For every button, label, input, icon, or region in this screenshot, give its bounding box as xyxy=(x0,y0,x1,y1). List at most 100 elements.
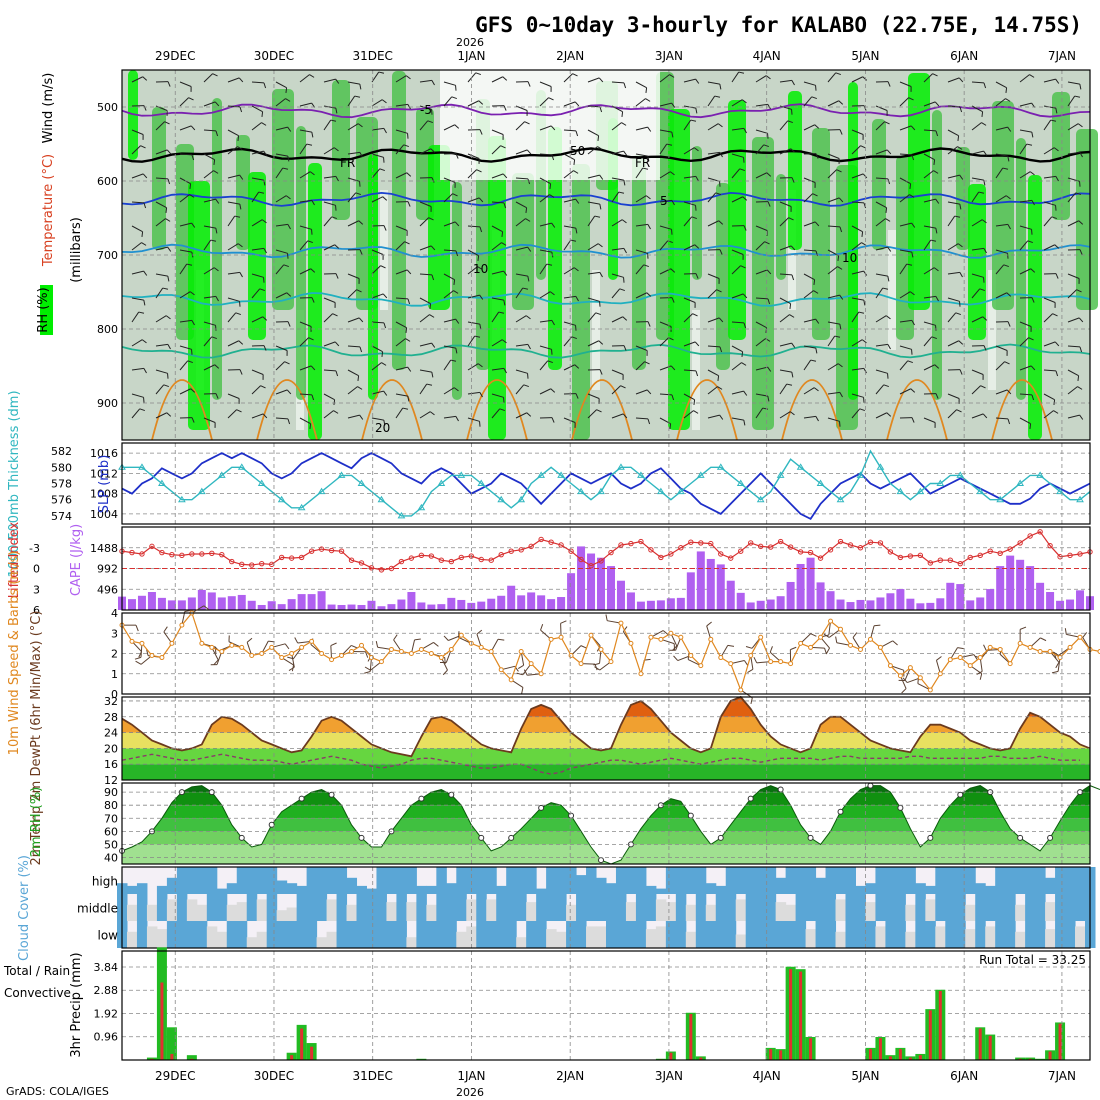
wind-barb xyxy=(635,264,645,275)
wind-barb-flag xyxy=(356,289,362,293)
wind-barb-flag xyxy=(560,620,567,624)
wind-barb xyxy=(419,217,429,227)
cloud-bar xyxy=(596,894,607,921)
wind-barb-flag xyxy=(452,193,458,197)
wind-barb xyxy=(947,340,960,347)
contour-label: 10 xyxy=(842,251,857,265)
wind-barb xyxy=(275,167,284,179)
thickness-marker xyxy=(716,463,725,470)
lifted-index-marker xyxy=(1037,529,1043,535)
slp-axis-label: SLP (mb) xyxy=(97,455,112,514)
contour-label: 5 xyxy=(660,194,668,208)
wind-barb-flag xyxy=(263,345,267,351)
wind-barb-flag xyxy=(767,366,772,372)
wind-speed-marker xyxy=(778,659,784,665)
cloud-bar xyxy=(985,926,996,948)
wind-barb-flag xyxy=(261,111,264,118)
wind-barb-flag xyxy=(140,145,146,149)
wind-barb xyxy=(443,124,456,131)
cloud-bar xyxy=(895,894,906,921)
cloud-bar xyxy=(586,894,597,921)
lifted-index-marker xyxy=(897,554,904,561)
cloud-bar xyxy=(326,931,338,948)
wind-barb xyxy=(779,217,789,227)
rh-moist-column xyxy=(992,101,1014,310)
wind-barb xyxy=(323,201,336,206)
cape-bar xyxy=(606,566,615,610)
wind-barb xyxy=(347,123,359,131)
wind-barb-flag xyxy=(982,316,988,321)
wind-barb xyxy=(347,345,361,348)
cape-bar xyxy=(906,598,915,610)
lifted-index-marker xyxy=(478,556,484,563)
wind-barb xyxy=(203,417,216,423)
cloud-bar xyxy=(226,883,238,894)
wind-barb-flag xyxy=(670,268,676,273)
wind-barb-flag xyxy=(525,218,531,222)
wind-barb-flag xyxy=(1029,423,1032,430)
wind-barb xyxy=(923,295,936,299)
wind-barb xyxy=(803,273,815,281)
wind-barb-flag xyxy=(310,365,316,371)
wind-barb xyxy=(1067,369,1079,377)
wind-barb xyxy=(755,75,767,83)
wind-barb xyxy=(971,369,984,375)
wind-speed-marker xyxy=(648,634,654,640)
wind-barb-flag xyxy=(525,315,531,320)
cloud-bar xyxy=(196,867,208,894)
wind-barb xyxy=(755,129,768,134)
wind-barb-flag xyxy=(839,294,844,300)
cape-tick: 992 xyxy=(97,563,118,576)
wind-barb-flag xyxy=(383,419,386,426)
cloud-bar xyxy=(715,894,727,921)
cloud-bar xyxy=(1005,867,1016,894)
lifted-index-marker xyxy=(718,551,724,557)
wind-barb-flag xyxy=(547,360,553,364)
wind-barb-flag xyxy=(933,159,936,166)
wind-barb-flag xyxy=(716,289,722,293)
cloud-bar xyxy=(975,894,986,921)
cloud-bar xyxy=(695,921,707,948)
temp-tick: 20 xyxy=(104,742,118,755)
wind-barb xyxy=(851,145,861,155)
thickness-marker xyxy=(517,495,526,503)
wind-speed-marker xyxy=(289,651,295,656)
cloud-bar xyxy=(795,921,807,948)
wind-barb xyxy=(251,385,261,395)
wind-barb xyxy=(227,77,240,83)
wind-barb xyxy=(731,127,744,131)
contour-label: 10 xyxy=(473,262,488,276)
wind-barb-flag xyxy=(887,178,891,185)
wind-barb-flag xyxy=(167,81,171,87)
cloud-bar xyxy=(196,904,208,921)
cloud-bar xyxy=(496,894,507,921)
cloud-bar xyxy=(935,894,946,921)
wind-barb xyxy=(467,335,476,347)
wind-barb xyxy=(467,72,477,83)
wind-barb xyxy=(611,122,622,131)
wind-barb-flag xyxy=(695,78,700,84)
cape-bar xyxy=(786,581,795,610)
wind-barb-flag xyxy=(333,147,339,152)
cloud-bar xyxy=(1055,894,1066,921)
wind-barb xyxy=(875,412,888,419)
cloud-bar xyxy=(396,894,407,921)
wind-barb xyxy=(899,81,912,87)
wind-barb xyxy=(851,270,864,275)
cloud-bar xyxy=(955,867,966,894)
wind-barb-flag xyxy=(311,394,315,401)
cloud-bar xyxy=(695,867,707,894)
cape-bar xyxy=(557,597,566,610)
rh-band xyxy=(122,818,1090,832)
wind-barb-flag xyxy=(477,363,483,368)
wind-barb-flag xyxy=(911,251,914,258)
wind-barb-flag xyxy=(791,177,795,183)
precip-convective-bar xyxy=(190,1058,194,1060)
rh-dry-pocket xyxy=(988,270,996,390)
wind-barb xyxy=(779,105,792,110)
wind-barb-flag xyxy=(815,318,820,324)
temperature-isotherm xyxy=(121,147,1091,163)
lifted-index-marker xyxy=(827,547,834,553)
wind-barb-flag xyxy=(623,179,626,186)
wind-barb-flag xyxy=(861,339,867,344)
